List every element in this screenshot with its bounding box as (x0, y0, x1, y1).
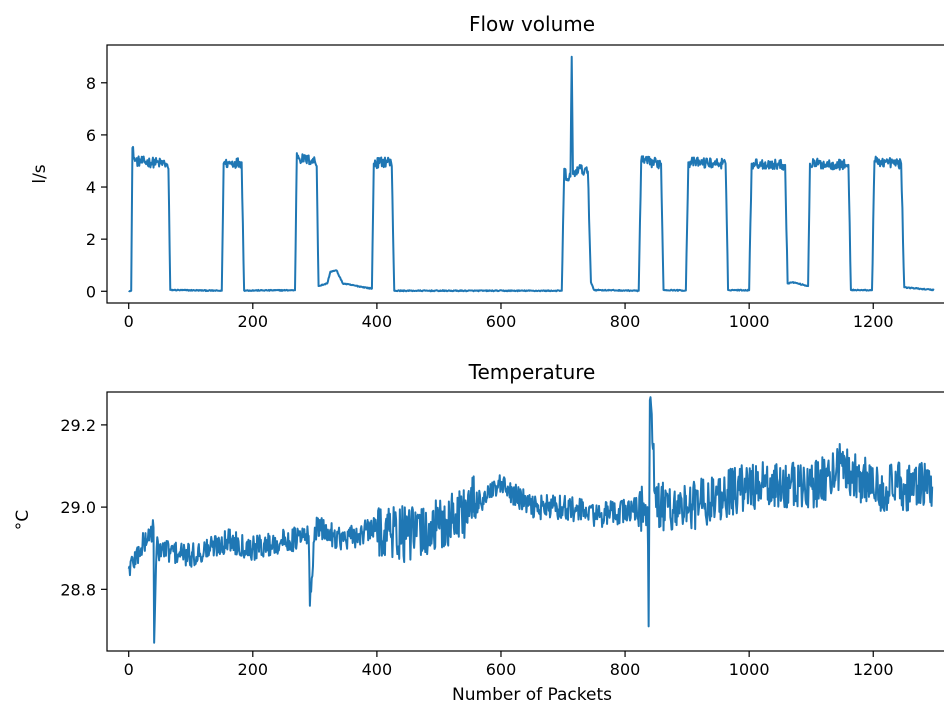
flow-volume-chart: Flow volume l/s 0 200 400 600 800 1000 1200 0 2 4… (30, 12, 944, 331)
flow-volume-plot-area: 0 200 400 600 800 1000 1200 0 2 4 6 8 (86, 55, 935, 331)
temperature-ylabel: °C (13, 510, 33, 530)
flow-volume-x-tick-label: 1000 (729, 312, 770, 331)
temperature-plot-area: 0 200 400 600 800 1000 1200 28.8 29.0 29.2 (60, 396, 934, 679)
flow-volume-y-tick-label: 2 (86, 230, 96, 249)
temperature-x-tick-label: 1000 (729, 660, 770, 679)
temperature-x-tick-label: 400 (362, 660, 393, 679)
temperature-y-tick-label: 29.0 (60, 498, 96, 517)
flow-volume-x-tick-label: 0 (124, 312, 134, 331)
flow-volume-ylabel: l/s (30, 164, 50, 183)
temperature-x-tick-label: 0 (124, 660, 134, 679)
flow-volume-series-line (128, 55, 935, 293)
flow-volume-x-tick-label: 400 (362, 312, 393, 331)
temperature-x-tick-label: 200 (238, 660, 269, 679)
flow-volume-x-tick-label: 600 (486, 312, 517, 331)
temperature-title: Temperature (468, 360, 596, 384)
flow-volume-y-tick-label: 6 (86, 126, 96, 145)
flow-volume-y-tick-label: 8 (86, 74, 96, 93)
temperature-frame (106, 391, 944, 652)
temperature-x-tick-label: 600 (486, 660, 517, 679)
temperature-y-tick-label: 29.2 (60, 416, 96, 435)
flow-volume-x-tick-label: 1200 (853, 312, 894, 331)
temperature-xlabel: Number of Packets (452, 685, 612, 705)
temperature-series-line (127, 396, 934, 644)
temperature-chart: Temperature °C Number of Packets 0 200 400… (13, 360, 944, 705)
flow-volume-x-tick-label: 200 (238, 312, 269, 331)
flow-volume-title: Flow volume (469, 12, 595, 36)
temperature-y-tick-label: 28.8 (60, 580, 96, 599)
flow-volume-frame (106, 44, 944, 304)
temperature-x-tick-label: 800 (610, 660, 641, 679)
temperature-x-tick-label: 1200 (853, 660, 894, 679)
flow-volume-y-tick-label: 0 (86, 282, 96, 301)
flow-volume-y-tick-label: 4 (86, 178, 96, 197)
flow-volume-x-tick-label: 800 (610, 312, 641, 331)
